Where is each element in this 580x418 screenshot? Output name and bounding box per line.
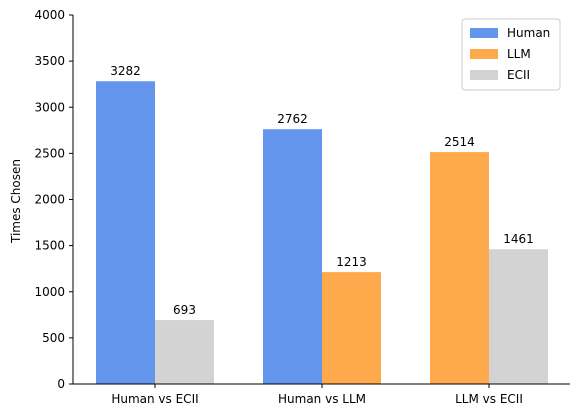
bars	[96, 81, 548, 384]
legend-label-llm: LLM	[507, 47, 531, 61]
y-tick-label: 4000	[34, 8, 65, 22]
y-tick-label: 2500	[34, 146, 65, 160]
x-tick-label: Human vs LLM	[278, 392, 366, 406]
bar-value-label: 1213	[336, 255, 367, 269]
bar-value-label: 3282	[110, 64, 141, 78]
bar-value-label: 1461	[503, 232, 534, 246]
y-tick-label: 3000	[34, 100, 65, 114]
bar-value-labels: 3282 693 2762 1213 2514 1461	[110, 64, 534, 317]
bar-ecii-3	[489, 249, 548, 384]
y-tick-label: 0	[57, 377, 65, 391]
bar-human-2	[263, 129, 322, 384]
y-tick-label: 1500	[34, 239, 65, 253]
x-tick-label: LLM vs ECII	[455, 392, 523, 406]
y-tick-label: 2000	[34, 193, 65, 207]
bar-ecii-1	[155, 320, 214, 384]
bar-llm-2	[322, 272, 381, 384]
bar-llm-3	[430, 152, 489, 384]
y-axis-title: Times Chosen	[9, 159, 23, 244]
legend-label-human: Human	[507, 26, 550, 40]
x-tick-label: Human vs ECII	[111, 392, 198, 406]
legend-swatch-human	[470, 28, 498, 38]
legend-label-ecii: ECII	[507, 68, 530, 82]
legend-swatch-llm	[470, 49, 498, 59]
y-tick-label: 3500	[34, 54, 65, 68]
legend: Human LLM ECII	[461, 18, 561, 91]
axes: 0 500 1000 1500 2000 2500 3000 3500 4000 Human vs…	[34, 8, 570, 406]
y-tick-label: 1000	[34, 285, 65, 299]
bar-value-label: 2514	[444, 135, 475, 149]
bar-human-1	[96, 81, 155, 384]
legend-swatch-ecii	[470, 70, 498, 80]
bar-value-label: 2762	[277, 112, 308, 126]
bar-value-label: 693	[173, 303, 196, 317]
y-tick-label: 500	[42, 331, 65, 345]
